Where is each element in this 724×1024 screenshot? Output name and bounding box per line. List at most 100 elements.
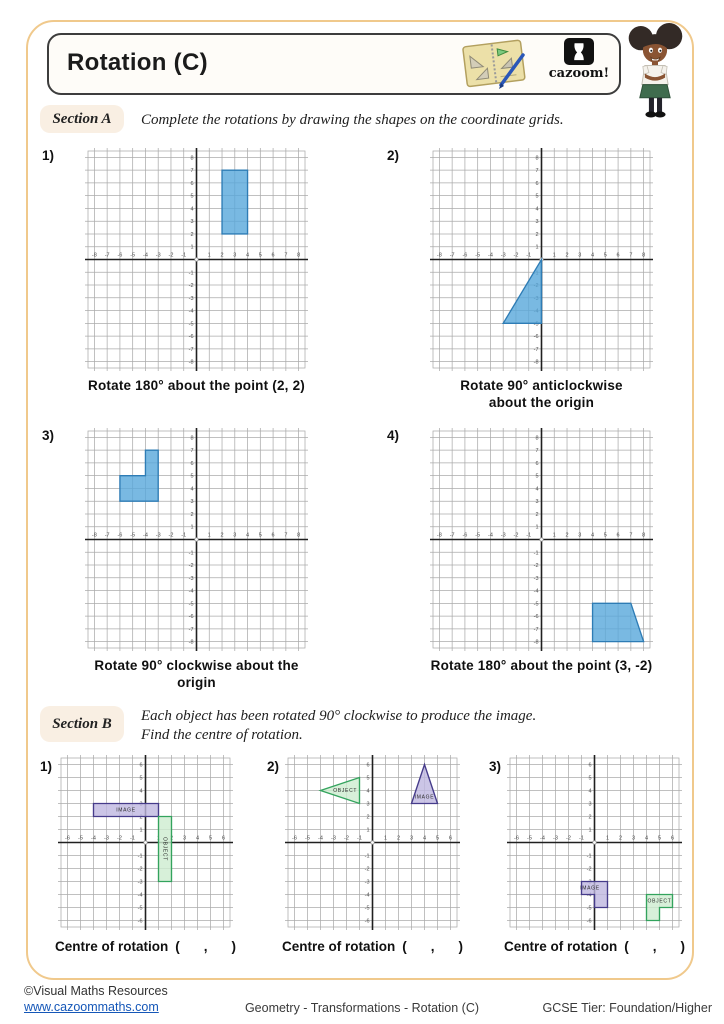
grid-b2[interactable]: -6 -6 -5 -5 -4 -4 -3 -3 -2 -2 -1 -1 1 1 2 2 3 3 4 4 5 5 6 6 OBJE… xyxy=(285,755,460,930)
svg-text:-1: -1 xyxy=(181,533,186,539)
answer-comma: , xyxy=(203,939,208,954)
grid-a3[interactable]: -8 -8 -7 -7 -6 -6 -5 -5 -4 -4 -3 -3 -2 -2 -1 -1 1 1 2 2 3 3 4 4… xyxy=(85,428,308,651)
svg-text:-4: -4 xyxy=(587,893,592,899)
shape-image xyxy=(92,802,160,818)
svg-text:4: 4 xyxy=(246,253,249,259)
svg-text:4: 4 xyxy=(246,533,249,539)
svg-text:6: 6 xyxy=(671,836,674,842)
shape-label: OBJECT xyxy=(648,899,672,905)
svg-text:-4: -4 xyxy=(534,589,539,595)
svg-text:-2: -2 xyxy=(189,283,194,289)
svg-text:-1: -1 xyxy=(189,550,194,556)
svg-text:2: 2 xyxy=(220,253,223,259)
problem-number-a1: 1) xyxy=(42,148,55,163)
problem-number-b3: 3) xyxy=(489,759,502,774)
section-b-instruction: Each object has been rotated 90° clockwi… xyxy=(141,708,537,743)
svg-text:-7: -7 xyxy=(105,533,110,539)
centre-of-rotation-answer-b1: Centre of rotation (,) xyxy=(31,939,261,954)
svg-text:3: 3 xyxy=(183,836,186,842)
svg-text:-5: -5 xyxy=(365,906,370,912)
answer-comma: , xyxy=(430,939,435,954)
svg-text:7: 7 xyxy=(190,168,193,174)
svg-text:-2: -2 xyxy=(169,533,174,539)
svg-text:-5: -5 xyxy=(587,906,592,912)
shape-label: IMAGE xyxy=(415,795,435,801)
svg-text:3: 3 xyxy=(190,499,193,505)
svg-text:6: 6 xyxy=(272,533,275,539)
svg-text:-4: -4 xyxy=(365,893,370,899)
svg-text:1: 1 xyxy=(553,533,556,539)
problem-number-a4: 4) xyxy=(387,428,400,443)
cazoom-logo: cazoom! xyxy=(547,38,611,81)
svg-text:8: 8 xyxy=(190,435,193,441)
svg-text:5: 5 xyxy=(190,194,193,200)
svg-text:5: 5 xyxy=(588,776,591,782)
svg-text:-7: -7 xyxy=(534,627,539,633)
answer-open-paren: ( xyxy=(624,939,629,954)
svg-text:-4: -4 xyxy=(540,836,545,842)
svg-text:5: 5 xyxy=(535,194,538,200)
svg-text:-6: -6 xyxy=(292,836,297,842)
svg-text:2: 2 xyxy=(139,815,142,821)
svg-text:8: 8 xyxy=(535,435,538,441)
svg-text:1: 1 xyxy=(190,525,193,531)
svg-text:-5: -5 xyxy=(475,533,480,539)
centre-of-rotation-answer-b2: Centre of rotation (,) xyxy=(258,939,488,954)
svg-text:-7: -7 xyxy=(105,253,110,259)
svg-text:-5: -5 xyxy=(527,836,532,842)
grid-a2[interactable]: -8-8-7-7-6-6-5-5-4-4-3-3-2-2-1-111223344… xyxy=(430,148,653,371)
svg-text:-5: -5 xyxy=(534,601,539,607)
svg-text:1: 1 xyxy=(139,828,142,834)
svg-text:5: 5 xyxy=(259,253,262,259)
svg-text:4: 4 xyxy=(645,836,648,842)
grid-b3[interactable]: -6-6-5-5-4-4-3-3-2-2-1-1112233445566IMAG… xyxy=(507,755,682,930)
svg-text:-2: -2 xyxy=(587,867,592,873)
svg-text:5: 5 xyxy=(139,776,142,782)
svg-text:2: 2 xyxy=(366,815,369,821)
svg-text:-1: -1 xyxy=(181,253,186,259)
grid-b1[interactable]: -6-6-5-5-4-4-3-3-2-2-1-1112233445566IMAG… xyxy=(58,755,233,930)
svg-text:4: 4 xyxy=(196,836,199,842)
svg-text:4: 4 xyxy=(139,789,142,795)
svg-text:2: 2 xyxy=(535,512,538,518)
svg-text:-5: -5 xyxy=(138,906,143,912)
svg-text:-6: -6 xyxy=(189,614,194,620)
svg-text:-7: -7 xyxy=(534,347,539,353)
svg-text:-6: -6 xyxy=(587,919,592,925)
centre-of-rotation-answer-b3: Centre of rotation (,) xyxy=(480,939,710,954)
answer-prefix: Centre of rotation xyxy=(503,939,618,954)
grid-a1[interactable]: -8 -8 -7 -7 -6 -6 -5 -5 -4 -4 -3 -3 -2 -2 -1 -1 1 1 2 2 3 3 4 4… xyxy=(85,148,308,371)
svg-text:-8: -8 xyxy=(437,533,442,539)
svg-text:5: 5 xyxy=(366,776,369,782)
svg-text:-6: -6 xyxy=(462,533,467,539)
svg-text:-5: -5 xyxy=(130,533,135,539)
shape-label: IMAGE xyxy=(580,886,600,892)
svg-text:8: 8 xyxy=(297,533,300,539)
problem-number-a3: 3) xyxy=(42,428,55,443)
svg-text:-6: -6 xyxy=(462,253,467,259)
svg-text:6: 6 xyxy=(617,533,620,539)
svg-text:4: 4 xyxy=(591,253,594,259)
svg-text:-3: -3 xyxy=(365,880,370,886)
svg-text:-6: -6 xyxy=(117,253,122,259)
svg-text:1: 1 xyxy=(190,245,193,251)
svg-text:-5: -5 xyxy=(475,253,480,259)
svg-text:7: 7 xyxy=(190,448,193,454)
footer-website-link[interactable]: www.cazoommaths.com xyxy=(24,1000,159,1014)
svg-text:-8: -8 xyxy=(92,253,97,259)
svg-text:1: 1 xyxy=(384,836,387,842)
svg-text:2: 2 xyxy=(535,232,538,238)
svg-text:1: 1 xyxy=(535,525,538,531)
svg-text:2: 2 xyxy=(588,815,591,821)
svg-text:3: 3 xyxy=(578,253,581,259)
svg-text:-6: -6 xyxy=(514,836,519,842)
svg-text:-1: -1 xyxy=(579,836,584,842)
svg-text:-3: -3 xyxy=(156,533,161,539)
svg-text:-8: -8 xyxy=(189,640,194,646)
grid-a4[interactable]: -8 -8 -7 -7 -6 -6 -5 -5 -4 -4 -3 -3 -2 -2 -1 -1 1 1 2 2 3 3 4 4… xyxy=(430,428,653,651)
svg-text:2: 2 xyxy=(565,533,568,539)
svg-text:-6: -6 xyxy=(534,614,539,620)
svg-text:-8: -8 xyxy=(92,533,97,539)
svg-text:-8: -8 xyxy=(534,640,539,646)
